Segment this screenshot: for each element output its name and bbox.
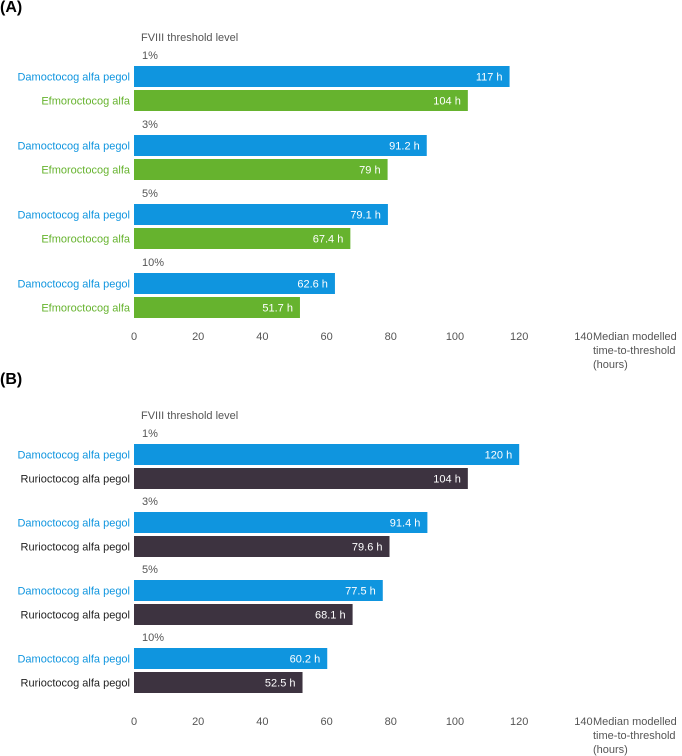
x-tick-label: 100 — [446, 716, 464, 728]
bar-value-label: 79 h — [359, 165, 380, 177]
bar-value-label: 117 h — [476, 72, 503, 84]
bar-value-label: 68.1 h — [315, 610, 346, 622]
series-label: Efmoroctocog alfa — [41, 165, 131, 177]
threshold-level-label: 3% — [142, 119, 158, 131]
bar-value-label: 79.1 h — [350, 210, 381, 222]
bar — [134, 648, 328, 669]
x-axis-title: (hours) — [593, 744, 628, 756]
x-tick-label: 0 — [131, 331, 137, 343]
bar-value-label: 91.4 h — [390, 518, 421, 530]
bar-value-label: 51.7 h — [262, 303, 293, 315]
bar-value-label: 104 h — [433, 96, 461, 108]
x-tick-label: 120 — [510, 331, 528, 343]
bar — [134, 604, 353, 625]
series-label: Damoctocog alfa pegol — [17, 518, 130, 530]
x-tick-label: 80 — [385, 331, 397, 343]
threshold-level-label: 5% — [142, 188, 158, 200]
series-label: Rurioctocog alfa pegol — [21, 542, 130, 554]
x-tick-label: 40 — [256, 331, 268, 343]
x-tick-label: 140 — [574, 716, 592, 728]
x-axis-title: time-to-threshold — [593, 345, 676, 357]
x-tick-label: 100 — [446, 331, 464, 343]
bar-value-label: 67.4 h — [313, 234, 344, 246]
x-axis-title: (hours) — [593, 359, 628, 371]
threshold-level-label: 5% — [142, 564, 158, 576]
series-label: Damoctocog alfa pegol — [17, 210, 130, 222]
chart-title: FVIII threshold level — [141, 410, 238, 422]
chart-title: FVIII threshold level — [141, 32, 238, 44]
bar — [134, 672, 303, 693]
x-axis-title: Median modelled — [593, 331, 677, 343]
bar — [134, 444, 520, 465]
series-label: Efmoroctocog alfa — [41, 96, 131, 108]
series-label: Rurioctocog alfa pegol — [21, 474, 130, 486]
x-tick-label: 60 — [320, 331, 332, 343]
x-tick-label: 40 — [256, 716, 268, 728]
series-label: Damoctocog alfa pegol — [17, 450, 130, 462]
bar — [134, 66, 510, 87]
series-label: Rurioctocog alfa pegol — [21, 678, 130, 690]
threshold-level-label: 10% — [142, 632, 164, 644]
threshold-level-label: 10% — [142, 257, 164, 269]
bar-value-label: 52.5 h — [265, 678, 296, 690]
bar — [134, 580, 383, 601]
x-tick-label: 20 — [192, 331, 204, 343]
panel-label: (A) — [0, 0, 22, 16]
series-label: Rurioctocog alfa pegol — [21, 610, 130, 622]
bar-value-label: 91.2 h — [389, 141, 420, 153]
x-tick-label: 20 — [192, 716, 204, 728]
x-tick-label: 60 — [320, 716, 332, 728]
bar — [134, 159, 388, 180]
bar — [134, 512, 428, 533]
series-label: Damoctocog alfa pegol — [17, 586, 130, 598]
x-axis-title: Median modelled — [593, 716, 677, 728]
bar — [134, 135, 427, 156]
bar — [134, 273, 335, 294]
bar — [134, 297, 300, 318]
x-tick-label: 0 — [131, 716, 137, 728]
bar-value-label: 60.2 h — [290, 654, 321, 666]
bar — [134, 468, 468, 489]
x-axis-title: time-to-threshold — [593, 730, 676, 742]
panel-label: (B) — [0, 371, 22, 388]
series-label: Efmoroctocog alfa — [41, 303, 131, 315]
series-label: Damoctocog alfa pegol — [17, 141, 130, 153]
threshold-level-label: 3% — [142, 496, 158, 508]
bar — [134, 228, 351, 249]
bar-value-label: 120 h — [485, 450, 513, 462]
series-label: Damoctocog alfa pegol — [17, 654, 130, 666]
bar-value-label: 104 h — [433, 474, 461, 486]
x-tick-label: 120 — [510, 716, 528, 728]
threshold-level-label: 1% — [142, 428, 158, 440]
series-label: Damoctocog alfa pegol — [17, 72, 130, 84]
series-label: Efmoroctocog alfa — [41, 234, 131, 246]
bar-value-label: 62.6 h — [297, 279, 328, 291]
x-tick-label: 140 — [574, 331, 592, 343]
bar-value-label: 79.6 h — [352, 542, 383, 554]
x-tick-label: 80 — [385, 716, 397, 728]
bar — [134, 204, 388, 225]
threshold-level-label: 1% — [142, 50, 158, 62]
bar-value-label: 77.5 h — [345, 586, 376, 598]
series-label: Damoctocog alfa pegol — [17, 279, 130, 291]
bar — [134, 90, 468, 111]
bar — [134, 536, 390, 557]
